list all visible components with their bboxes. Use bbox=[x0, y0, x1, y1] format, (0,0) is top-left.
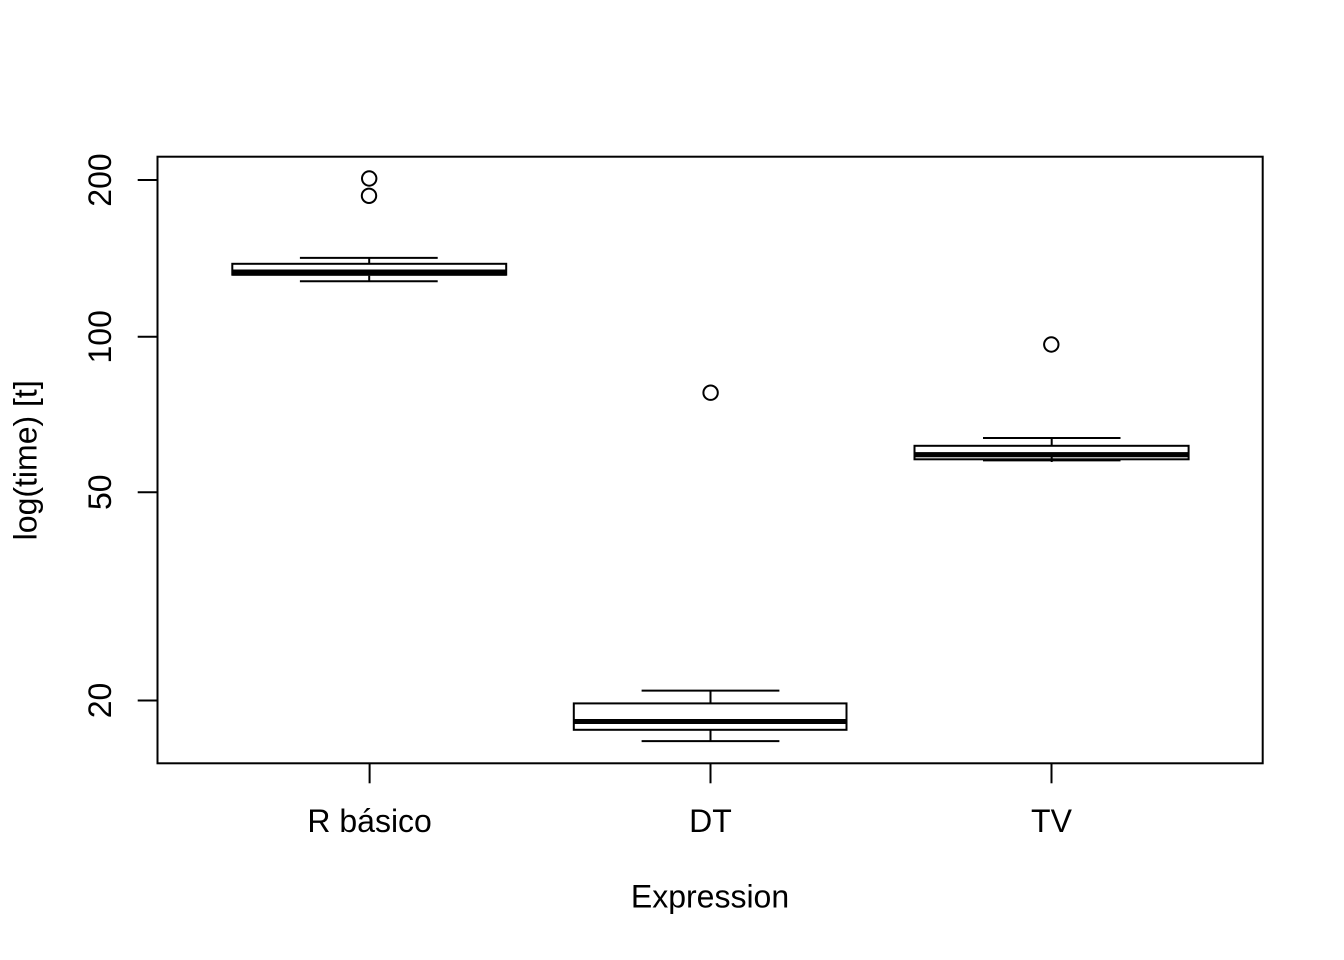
svg-text:Expression: Expression bbox=[631, 879, 789, 915]
svg-text:200: 200 bbox=[82, 153, 118, 206]
svg-text:20: 20 bbox=[82, 683, 118, 719]
svg-text:TV: TV bbox=[1031, 803, 1073, 839]
svg-text:100: 100 bbox=[82, 310, 118, 363]
svg-text:DT: DT bbox=[689, 803, 732, 839]
svg-text:R básico: R básico bbox=[307, 803, 432, 839]
svg-text:log(time) [t]: log(time) [t] bbox=[8, 380, 44, 540]
svg-text:50: 50 bbox=[82, 474, 118, 510]
